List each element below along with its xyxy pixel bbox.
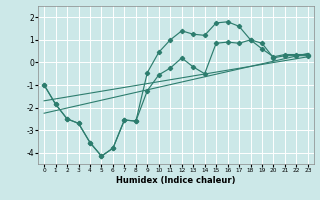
X-axis label: Humidex (Indice chaleur): Humidex (Indice chaleur) <box>116 176 236 185</box>
